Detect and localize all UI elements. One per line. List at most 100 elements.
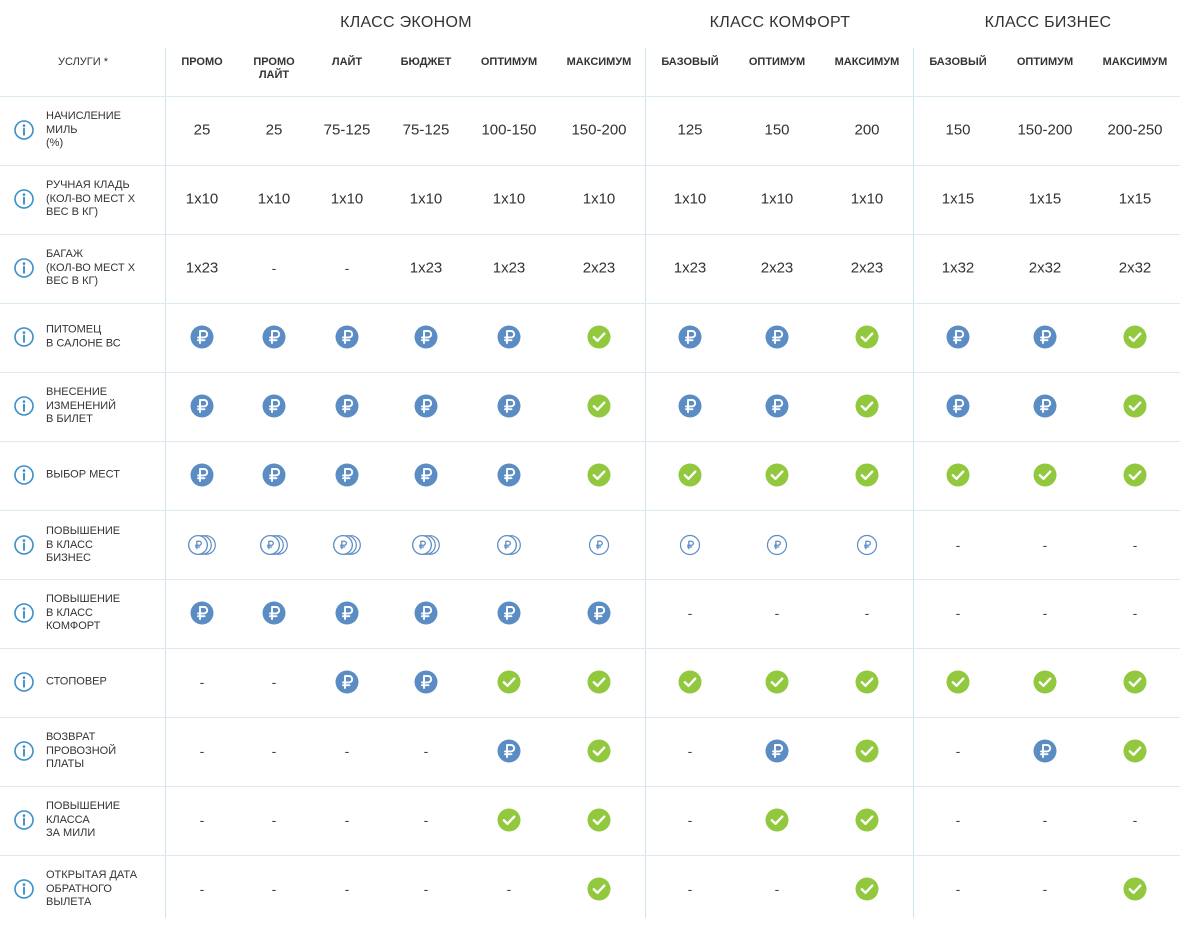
ruble-coins-icon bbox=[411, 534, 441, 556]
check-icon bbox=[678, 670, 702, 694]
unavailable-dash: - bbox=[774, 881, 780, 897]
check-icon bbox=[1123, 325, 1147, 349]
cell-value: 1x15 bbox=[941, 190, 975, 208]
unavailable-dash: - bbox=[687, 812, 693, 828]
cell-value: 1x15 bbox=[1118, 190, 1152, 208]
ruble-icon bbox=[262, 325, 286, 349]
ruble-icon bbox=[190, 463, 214, 487]
service-label: ВЫБОР МЕСТ bbox=[46, 468, 120, 481]
check-icon bbox=[1033, 670, 1057, 694]
ruble-icon bbox=[1033, 739, 1057, 763]
tariff-header: БАЗОВЫЙ bbox=[929, 56, 987, 68]
check-icon bbox=[855, 739, 879, 763]
row-divider bbox=[0, 96, 1180, 97]
cell-value: 2x32 bbox=[1028, 259, 1062, 277]
unavailable-dash: - bbox=[423, 743, 429, 759]
ruble-icon bbox=[335, 463, 359, 487]
cell-value: 2x23 bbox=[582, 259, 616, 277]
ruble-coins-icon bbox=[259, 534, 289, 556]
ruble-icon bbox=[946, 325, 970, 349]
ruble-icon bbox=[1033, 325, 1057, 349]
check-icon bbox=[1123, 394, 1147, 418]
cell-value: 1x10 bbox=[760, 190, 794, 208]
info-icon[interactable] bbox=[14, 810, 34, 830]
unavailable-dash: - bbox=[271, 812, 277, 828]
check-icon bbox=[946, 670, 970, 694]
cell-value: 1x10 bbox=[850, 190, 884, 208]
ruble-icon bbox=[946, 394, 970, 418]
check-icon bbox=[765, 463, 789, 487]
unavailable-dash: - bbox=[955, 537, 961, 553]
unavailable-dash: - bbox=[687, 605, 693, 621]
ruble-icon bbox=[414, 601, 438, 625]
info-icon[interactable] bbox=[14, 327, 34, 347]
cell-value: 1x32 bbox=[941, 259, 975, 277]
tariff-header: ПРОМО ЛАЙТ bbox=[253, 56, 295, 81]
tariff-header: БАЗОВЫЙ bbox=[661, 56, 719, 68]
cell-value: 25 bbox=[193, 121, 211, 139]
check-icon bbox=[1033, 463, 1057, 487]
unavailable-dash: - bbox=[423, 812, 429, 828]
unavailable-dash: - bbox=[687, 743, 693, 759]
ruble-icon bbox=[414, 670, 438, 694]
unavailable-dash: - bbox=[1132, 812, 1138, 828]
info-icon[interactable] bbox=[14, 879, 34, 899]
check-icon bbox=[587, 670, 611, 694]
unavailable-dash: - bbox=[344, 743, 350, 759]
info-icon[interactable] bbox=[14, 396, 34, 416]
unavailable-dash: - bbox=[774, 605, 780, 621]
tariff-header: ЛАЙТ bbox=[331, 56, 363, 68]
unavailable-dash: - bbox=[1132, 605, 1138, 621]
unavailable-dash: - bbox=[199, 812, 205, 828]
cell-value: 1x10 bbox=[330, 190, 364, 208]
info-icon[interactable] bbox=[14, 258, 34, 278]
check-icon bbox=[946, 463, 970, 487]
cell-value: 25 bbox=[265, 121, 283, 139]
ruble-icon bbox=[587, 601, 611, 625]
cell-value: 125 bbox=[677, 121, 703, 139]
unavailable-dash: - bbox=[1042, 537, 1048, 553]
info-icon[interactable] bbox=[14, 672, 34, 692]
tariff-header: БЮДЖЕТ bbox=[400, 56, 452, 68]
cell-value: 2x32 bbox=[1118, 259, 1152, 277]
info-icon[interactable] bbox=[14, 120, 34, 140]
check-icon bbox=[765, 670, 789, 694]
ruble-icon bbox=[765, 394, 789, 418]
tariff-header: ОПТИМУМ bbox=[480, 56, 538, 68]
unavailable-dash: - bbox=[955, 743, 961, 759]
check-icon bbox=[855, 808, 879, 832]
unavailable-dash: - bbox=[687, 881, 693, 897]
column-divider bbox=[645, 48, 646, 918]
check-icon bbox=[855, 670, 879, 694]
ruble-coins-icon bbox=[496, 534, 522, 556]
info-icon[interactable] bbox=[14, 189, 34, 209]
service-label: ПИТОМЕЦ В САЛОНЕ ВС bbox=[46, 323, 121, 350]
info-icon[interactable] bbox=[14, 535, 34, 555]
unavailable-dash: - bbox=[1042, 605, 1048, 621]
ruble-icon bbox=[1033, 394, 1057, 418]
class-header: КЛАСС КОМФОРТ bbox=[709, 14, 851, 31]
row-divider bbox=[0, 165, 1180, 166]
ruble-coins-icon bbox=[332, 534, 362, 556]
ruble-icon bbox=[678, 394, 702, 418]
row-divider bbox=[0, 303, 1180, 304]
check-icon bbox=[587, 877, 611, 901]
ruble-icon bbox=[335, 325, 359, 349]
check-icon bbox=[587, 394, 611, 418]
check-icon bbox=[1123, 670, 1147, 694]
info-icon[interactable] bbox=[14, 741, 34, 761]
check-icon bbox=[855, 394, 879, 418]
service-label: ВНЕСЕНИЕ ИЗМЕНЕНИЙ В БИЛЕТ bbox=[46, 385, 117, 425]
ruble-coins-icon bbox=[187, 534, 217, 556]
info-icon[interactable] bbox=[14, 603, 34, 623]
cell-value: 1x23 bbox=[492, 259, 526, 277]
row-divider bbox=[0, 234, 1180, 235]
unavailable-dash: - bbox=[344, 260, 350, 276]
check-icon bbox=[855, 877, 879, 901]
info-icon[interactable] bbox=[14, 465, 34, 485]
ruble-icon bbox=[335, 394, 359, 418]
cell-value: 200-250 bbox=[1107, 121, 1163, 139]
ruble-icon bbox=[765, 739, 789, 763]
services-column-header: УСЛУГИ * bbox=[58, 56, 108, 68]
unavailable-dash: - bbox=[1132, 537, 1138, 553]
